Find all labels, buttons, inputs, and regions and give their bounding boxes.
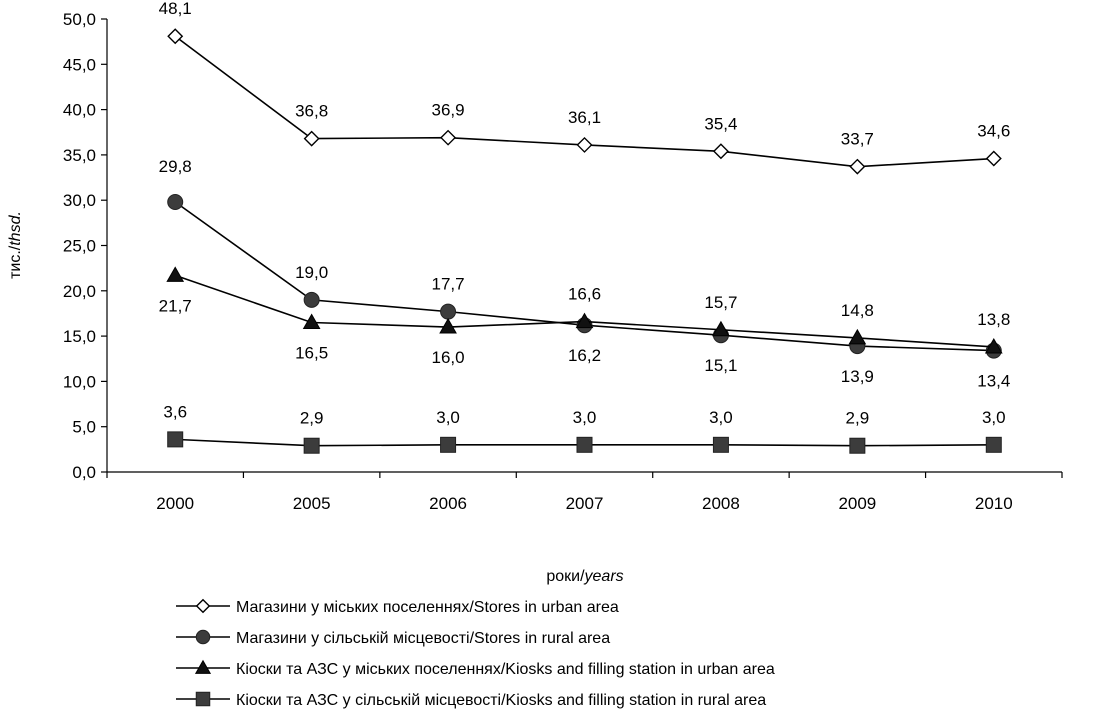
legend-item: Магазини у сільській місцевості/Stores i… [176,629,610,647]
legend-label: Кіоски та АЗС у сільській місцевості/Kio… [236,692,766,709]
data-label: 48,1 [159,0,192,18]
marker-square [576,436,593,453]
data-label: 14,8 [841,301,874,320]
marker-diamond [849,158,866,175]
marker-square [303,437,320,454]
marker-square [440,436,457,453]
x-axis-title-prefix: роки/ [546,568,585,585]
y-tick-label: 15,0 [63,327,96,346]
marker-square [849,437,866,454]
data-label: 3,6 [163,402,187,421]
series-3 [166,266,1003,354]
x-tick-label: 2010 [975,494,1013,513]
data-label: 16,5 [295,344,328,363]
marker-diamond [440,129,457,146]
legend-item: Кіоски та АЗС у міських поселеннях/Kiosk… [176,659,775,678]
data-label: 13,9 [841,367,874,386]
marker-triangle [439,318,457,334]
marker-triangle [302,313,321,330]
data-label: 3,0 [709,408,733,427]
legend-label: Кіоски та АЗС у міських поселеннях/Kiosk… [236,661,775,678]
marker-diamond [195,598,211,614]
marker-square [167,431,184,448]
x-tick-label: 2008 [702,494,740,513]
marker-triangle [194,659,212,674]
data-label: 16,2 [568,346,601,365]
legend-label: Магазини у сільській місцевості/Stores i… [236,630,610,647]
marker-circle [440,303,457,320]
legend: Магазини у міських поселеннях/Stores in … [176,598,775,709]
marker-diamond [712,143,729,160]
series-2 [167,194,1002,359]
data-label: 13,4 [977,372,1010,391]
chart-axes: 0,0 5,0 10,0 15,0 20,0 25,0 30,0 35,0 40,0 45,0 50… [63,10,1063,513]
marker-square [195,691,211,707]
data-label: 36,8 [295,102,328,121]
marker-triangle [575,312,594,329]
data-label: 35,4 [704,114,737,133]
data-label: 17,7 [432,275,465,294]
data-label: 16,0 [432,348,465,367]
x-tick-label: 2007 [566,494,604,513]
data-label: 2,9 [300,409,324,428]
y-tick-label: 40,0 [63,101,96,120]
x-axis-title: роки/years [546,568,623,585]
y-tick-label: 25,0 [63,237,96,256]
legend-item: Магазини у міських поселеннях/Stores in … [176,598,619,616]
marker-circle [303,291,320,308]
y-tick-label: 50,0 [63,10,96,29]
marker-diamond [985,150,1002,167]
y-tick-label: 5,0 [72,418,96,437]
x-tick-label: 2000 [156,494,194,513]
marker-triangle [984,337,1003,354]
marker-triangle [712,320,730,337]
marker-triangle [166,266,185,282]
x-tick-label: 2009 [838,494,876,513]
y-tick-label: 10,0 [63,372,96,391]
marker-circle [195,629,211,645]
marker-circle [167,194,184,211]
marker-triangle [848,328,867,345]
y-axis-title-italic: thsd. [7,211,24,246]
marker-square [985,436,1002,453]
data-label: 15,1 [704,356,737,375]
data-label: 16,6 [568,285,601,304]
data-labels-layer: 48,1 36,8 36,9 36,1 35,4 33,7 34,6 29,8 19,0 17,7… [159,0,1011,428]
x-tick-label: 2006 [429,494,467,513]
x-axis-title-italic: years [584,568,624,585]
marker-diamond [303,130,320,147]
marker-square [712,436,729,453]
series-layer [166,28,1003,454]
data-label: 3,0 [982,408,1006,427]
data-label: 15,7 [704,293,737,312]
data-label: 29,8 [159,157,192,176]
data-label: 3,0 [436,408,460,427]
data-label: 33,7 [841,130,874,149]
y-tick-label: 20,0 [63,282,96,301]
legend-item: Кіоски та АЗС у сільській місцевості/Kio… [176,691,766,709]
y-tick-label: 35,0 [63,146,96,165]
legend-label: Магазини у міських поселеннях/Stores in … [236,599,619,616]
data-label: 34,6 [977,122,1010,141]
data-label: 21,7 [159,296,192,315]
data-label: 3,0 [573,408,597,427]
series-1 [167,28,1002,175]
series-4 [167,431,1002,454]
data-label: 13,8 [977,310,1010,329]
data-label: 36,1 [568,108,601,127]
y-tick-label: 0,0 [72,463,96,482]
data-label: 36,9 [432,101,465,120]
data-label: 2,9 [846,409,870,428]
marker-diamond [167,28,184,45]
y-axis-title: тис./thsd. [7,211,24,279]
marker-diamond [576,136,593,153]
x-tick-label: 2005 [293,494,331,513]
data-label: 19,0 [295,263,328,282]
y-tick-label: 45,0 [63,55,96,74]
y-tick-label: 30,0 [63,191,96,210]
y-axis-title-prefix: тис./ [7,245,24,279]
